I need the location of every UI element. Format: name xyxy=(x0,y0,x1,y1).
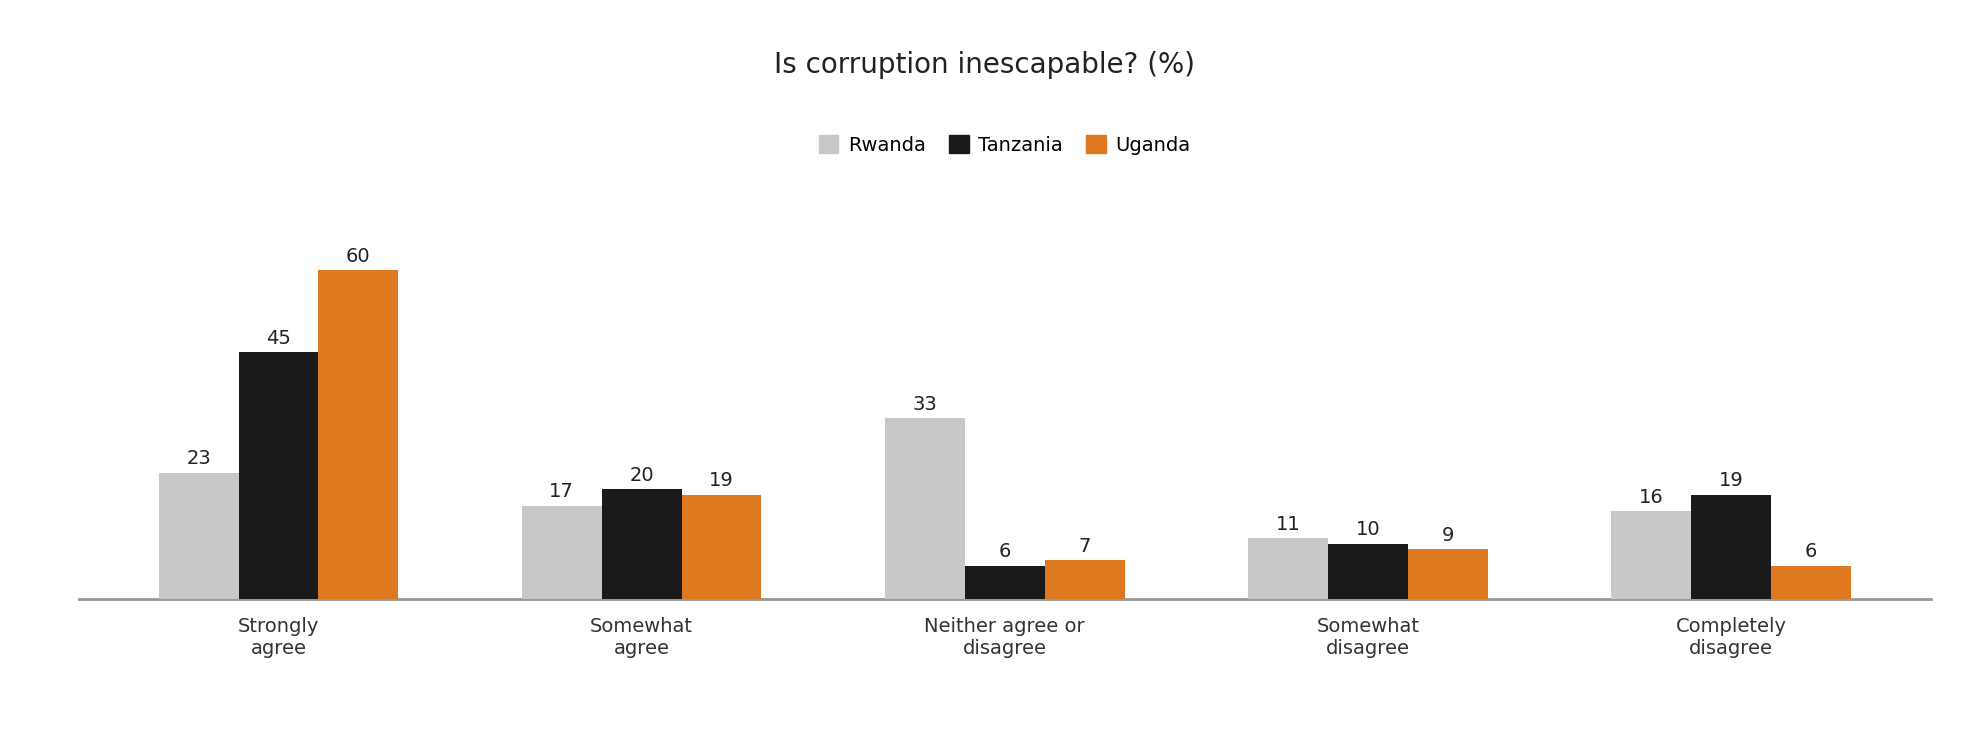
Bar xyxy=(522,506,601,599)
Text: 20: 20 xyxy=(628,466,654,485)
Bar xyxy=(1409,550,1487,599)
Bar xyxy=(682,495,762,599)
Text: 6: 6 xyxy=(999,542,1011,561)
Bar xyxy=(1247,539,1328,599)
Text: 17: 17 xyxy=(550,482,573,502)
Bar xyxy=(965,566,1044,599)
Text: 7: 7 xyxy=(1078,537,1091,556)
Bar xyxy=(238,353,319,599)
Bar xyxy=(319,270,398,599)
Legend: Rwanda, Tanzania, Uganda: Rwanda, Tanzania, Uganda xyxy=(812,128,1198,162)
Text: 10: 10 xyxy=(1355,520,1381,539)
Bar xyxy=(1771,566,1850,599)
Bar xyxy=(1044,561,1125,599)
Bar xyxy=(1328,544,1409,599)
Text: 19: 19 xyxy=(709,471,735,491)
Text: 11: 11 xyxy=(1275,515,1300,534)
Text: 6: 6 xyxy=(1805,542,1816,561)
Text: 45: 45 xyxy=(266,328,292,348)
Text: 16: 16 xyxy=(1639,488,1663,507)
Text: 33: 33 xyxy=(912,394,938,414)
Bar xyxy=(601,489,682,599)
Text: 23: 23 xyxy=(187,449,211,469)
Text: Is corruption inescapable? (%): Is corruption inescapable? (%) xyxy=(774,51,1196,79)
Bar xyxy=(160,473,238,599)
Bar xyxy=(1611,511,1690,599)
Text: 60: 60 xyxy=(347,247,370,266)
Text: 9: 9 xyxy=(1442,526,1454,545)
Bar xyxy=(1690,495,1771,599)
Text: 19: 19 xyxy=(1718,471,1743,491)
Bar xyxy=(885,418,965,599)
